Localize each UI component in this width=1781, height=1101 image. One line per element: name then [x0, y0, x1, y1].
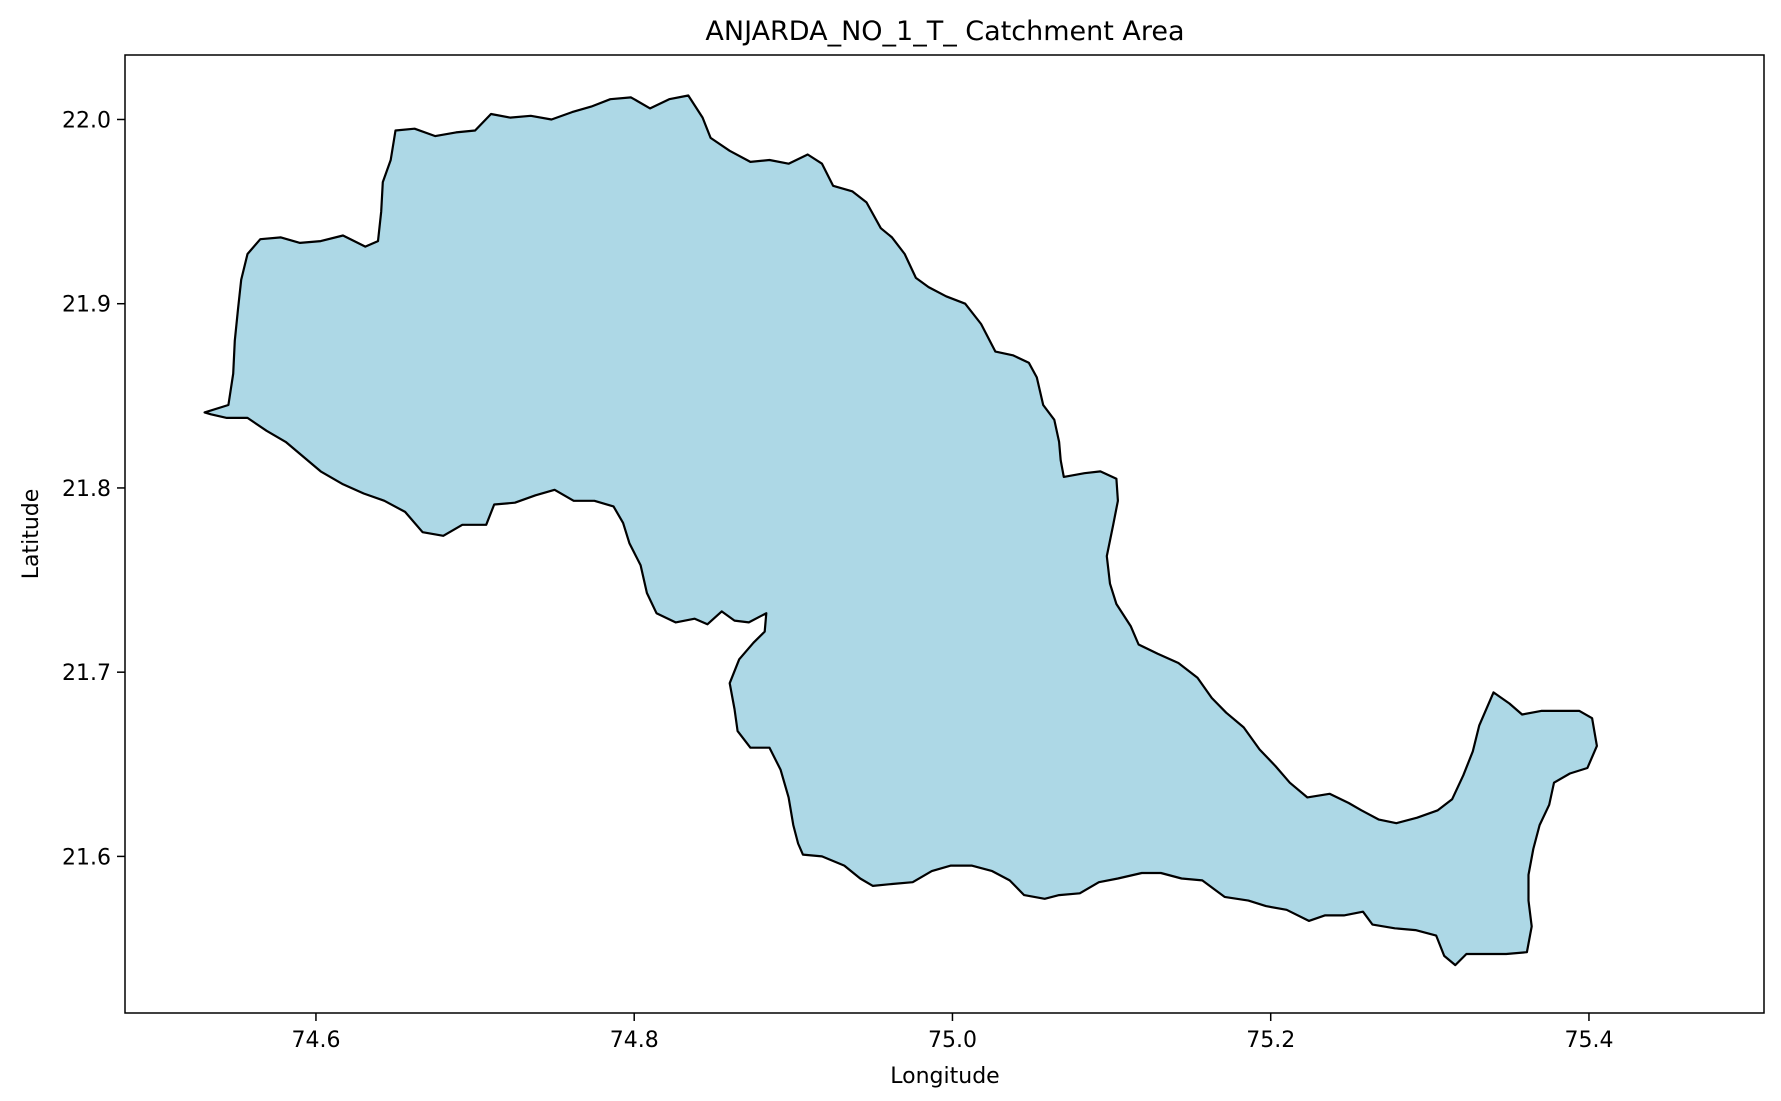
axes-frame — [124, 54, 1765, 1014]
x-tick-label: 75.2 — [1246, 1028, 1295, 1053]
x-tick-label: 75.0 — [928, 1028, 977, 1053]
y-axis-ticks: 21.6 21.7 21.8 21.9 22.0 — [62, 108, 125, 870]
y-axis-label: Latitude — [19, 489, 44, 580]
y-tick-label: 22.0 — [62, 108, 111, 133]
plot-area — [124, 54, 1765, 1014]
x-tick-label: 74.6 — [291, 1028, 340, 1053]
x-axis-label: Longitude — [890, 1064, 999, 1089]
y-tick-label: 21.8 — [62, 477, 111, 502]
y-tick-label: 21.6 — [62, 845, 111, 870]
y-tick-label: 21.9 — [62, 293, 111, 318]
map-title: ANJARDA_NO_1_T_ Catchment Area — [705, 16, 1184, 47]
x-axis-ticks: 74.6 74.8 75.0 75.2 75.4 — [291, 1013, 1613, 1053]
x-tick-label: 75.4 — [1564, 1028, 1613, 1053]
x-tick-label: 74.8 — [610, 1028, 659, 1053]
y-tick-label: 21.7 — [62, 661, 111, 686]
catchment-polygon — [203, 94, 1598, 967]
